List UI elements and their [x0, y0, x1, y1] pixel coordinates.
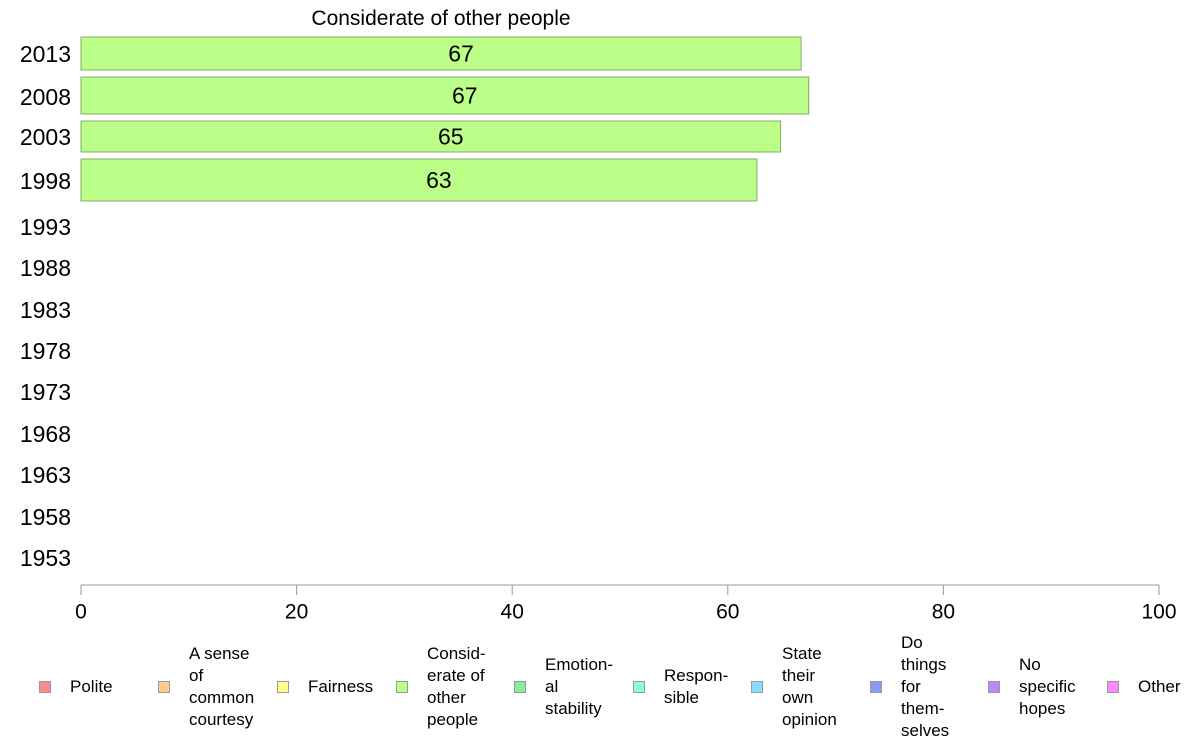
- legend-item: Consid- erate of other people: [396, 643, 486, 731]
- bar: [80, 76, 810, 115]
- legend-label: Consid- erate of other people: [427, 644, 486, 729]
- legend-swatch: [396, 681, 408, 693]
- bar-value-label: 67: [452, 83, 478, 109]
- bar: [80, 120, 782, 153]
- chart-title: Considerate of other people: [311, 7, 571, 30]
- legend-item: A sense of common courtesy: [158, 643, 254, 731]
- legend-item: Do things for them- selves: [870, 632, 949, 742]
- bar: [80, 158, 758, 202]
- category-label: 2013: [20, 41, 71, 67]
- x-tick-label: 100: [1141, 601, 1176, 624]
- category-label: 1978: [20, 338, 71, 364]
- legend-label: Other: [1138, 677, 1181, 696]
- legend-label: Fairness: [308, 677, 374, 696]
- legend-swatch: [751, 681, 763, 693]
- legend-label: Emotion- al stability: [545, 655, 614, 718]
- bar-value-label: 63: [426, 167, 452, 193]
- legend-item: Fairness: [277, 676, 373, 698]
- legend-label: Polite: [70, 677, 113, 696]
- x-tick-label: 40: [501, 601, 524, 624]
- legend-swatch: [1107, 681, 1119, 693]
- x-tick-label: 20: [285, 601, 308, 624]
- bar-value-label: 65: [438, 124, 464, 150]
- bar-chart: 2013 2008 2003 1998 1993 1988 1983 1978 1973 1968…: [20, 36, 1177, 624]
- category-label: 2003: [20, 124, 71, 150]
- x-tick-label: 60: [716, 601, 739, 624]
- category-label: 1983: [20, 297, 71, 323]
- category-label: 1958: [20, 504, 71, 530]
- legend-item: Emotion- al stability: [514, 654, 613, 720]
- legend-swatch: [39, 681, 51, 693]
- legend-label: Respon- sible: [664, 666, 729, 707]
- legend-label: Do things for them- selves: [901, 633, 950, 740]
- category-label: 1993: [20, 214, 71, 240]
- legend-label: A sense of common courtesy: [189, 644, 255, 729]
- legend-swatch: [988, 681, 1000, 693]
- legend-swatch: [277, 681, 289, 693]
- category-label: 1973: [20, 379, 71, 405]
- x-tick-label: 80: [932, 601, 955, 624]
- legend-item: Other: [1107, 676, 1181, 698]
- legend-item: No specific hopes: [988, 654, 1076, 720]
- legend-swatch: [870, 681, 882, 693]
- category-label: 1953: [20, 545, 71, 571]
- legend-swatch: [633, 681, 645, 693]
- bar: [80, 36, 802, 71]
- category-label: 1963: [20, 462, 71, 488]
- legend-label: State their own opinion: [782, 644, 837, 729]
- category-label: 1968: [20, 421, 71, 447]
- category-label: 1988: [20, 255, 71, 281]
- legend-item: Polite: [39, 676, 113, 698]
- category-label: 2008: [20, 84, 71, 110]
- category-label: 1998: [20, 168, 71, 194]
- legend-item: State their own opinion: [751, 643, 837, 731]
- legend-swatch: [514, 681, 526, 693]
- legend: Polite A sense of common courtesy Fairness…: [0, 633, 1188, 740]
- legend-swatch: [158, 681, 170, 693]
- bar-value-label: 67: [448, 41, 474, 67]
- legend-label: No specific hopes: [1019, 655, 1076, 718]
- x-tick-label: 0: [75, 601, 87, 624]
- legend-item: Respon- sible: [633, 665, 728, 709]
